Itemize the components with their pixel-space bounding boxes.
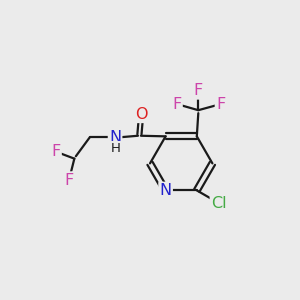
Text: F: F [194, 83, 203, 98]
Text: F: F [64, 172, 74, 188]
Text: H: H [110, 142, 120, 155]
Text: N: N [109, 130, 121, 145]
Text: N: N [160, 183, 172, 198]
Text: O: O [135, 107, 147, 122]
Text: F: F [51, 144, 61, 159]
Text: F: F [172, 97, 182, 112]
Text: Cl: Cl [211, 196, 226, 211]
Text: F: F [216, 97, 225, 112]
